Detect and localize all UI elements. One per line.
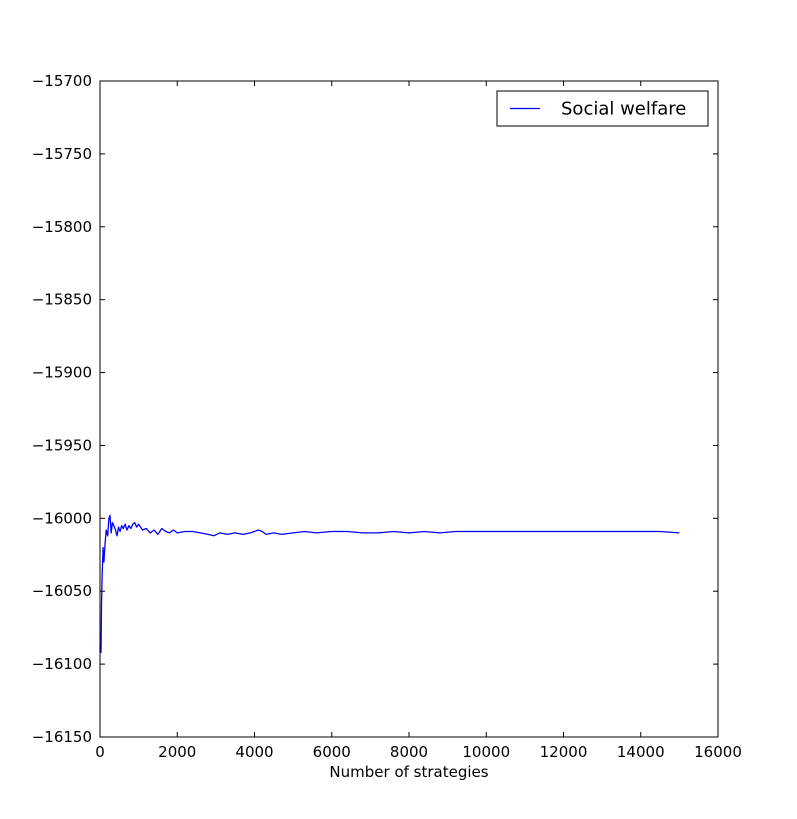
- plot-area: [99, 514, 680, 654]
- x-tick-label: 12000: [540, 743, 588, 761]
- x-tick-label: 16000: [694, 743, 742, 761]
- plot-frame: [99, 80, 719, 738]
- x-tick-label: 2000: [158, 743, 196, 761]
- x-tick-label: 8000: [390, 743, 428, 761]
- x-tick-label: 14000: [617, 743, 665, 761]
- x-tick-label: 4000: [235, 743, 273, 761]
- y-tick-label: −16150: [32, 728, 92, 746]
- x-tick-label: 10000: [462, 743, 510, 761]
- legend: Social welfare: [496, 90, 709, 127]
- y-tick-label: −15950: [32, 436, 92, 454]
- legend-label: Social welfare: [561, 99, 686, 120]
- y-tick-label: −15750: [32, 145, 92, 163]
- y-tick-label: −15800: [32, 218, 92, 236]
- y-tick-label: −16000: [32, 509, 92, 527]
- y-tick-label: −16050: [32, 582, 92, 600]
- y-tick-label: −15900: [32, 364, 92, 382]
- y-tick-label: −16100: [32, 655, 92, 673]
- x-axis: 0 2000 4000 6000 8000 10000 12000 14000 16000: [95, 81, 742, 761]
- y-tick-label: −15850: [32, 291, 92, 309]
- y-tick-label: −15700: [32, 72, 92, 90]
- y-axis: −15700 −15750 −15800 −15850 −15900 −15950 −160…: [32, 72, 718, 746]
- series-line-social-welfare: [99, 514, 680, 654]
- x-axis-label: Number of strategies: [329, 763, 488, 781]
- x-tick-label: 0: [95, 743, 105, 761]
- x-tick-label: 6000: [313, 743, 351, 761]
